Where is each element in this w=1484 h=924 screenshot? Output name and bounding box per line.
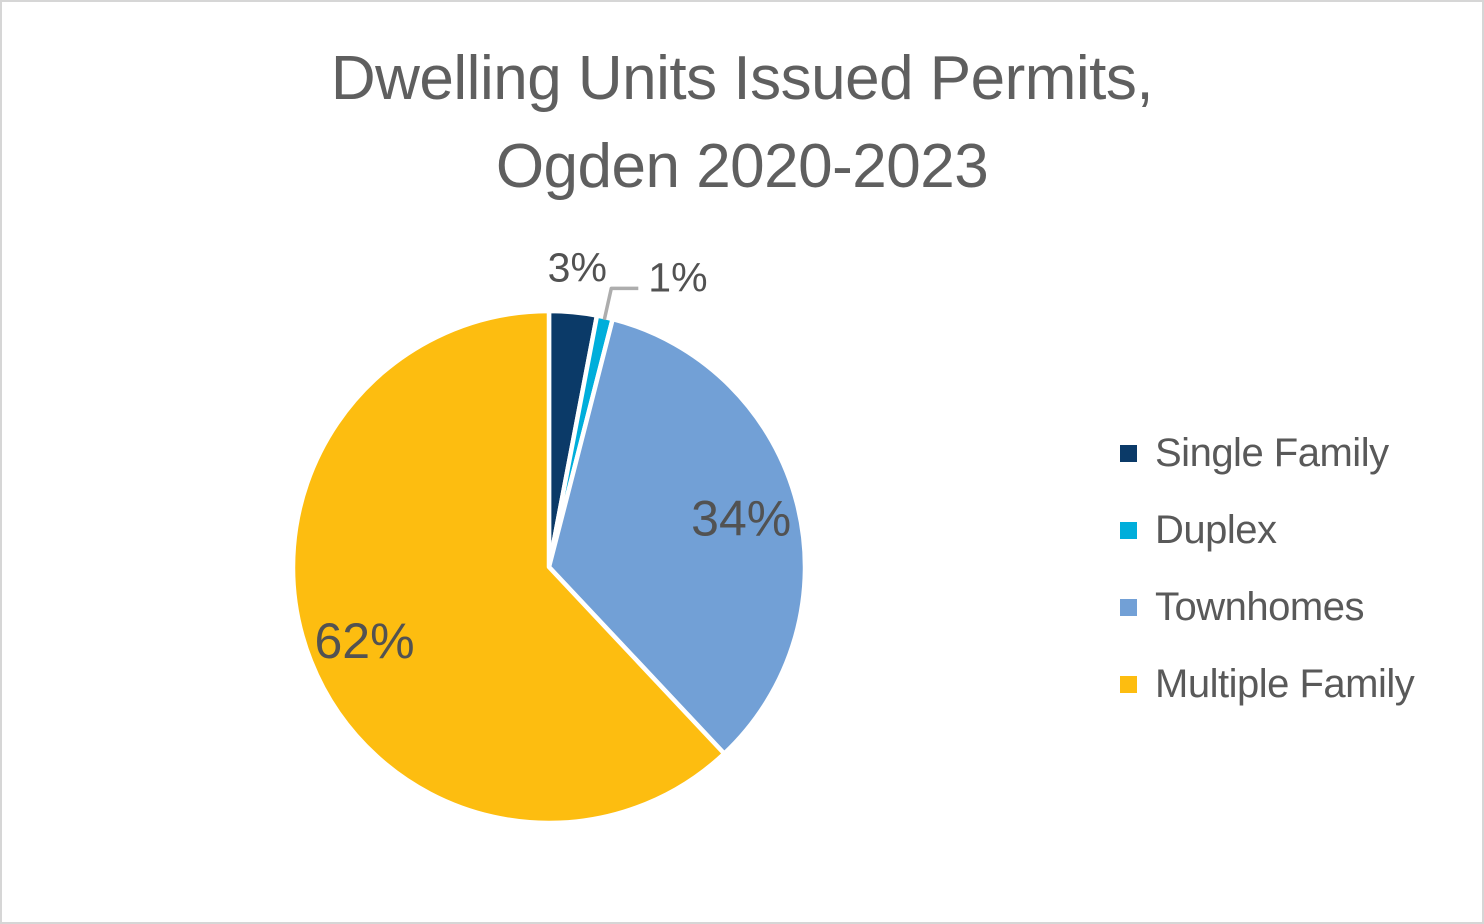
slice-label-multiple-family: 62% [314,613,414,669]
legend-swatch-single-family [1120,444,1137,462]
label-leader-line-duplex [602,286,639,321]
chart-title: Dwelling Units Issued Permits, Ogden 2020… [2,35,1482,211]
pie-slice-townhomes [546,316,808,756]
legend-item-single-family: Single Family [1120,433,1414,473]
legend-label-townhomes: Townhomes [1155,585,1364,629]
legend-swatch-multiple-family [1120,675,1137,693]
legend-item-multiple-family: Multiple Family [1120,662,1415,706]
legend-item-duplex: Duplex [1120,510,1414,550]
chart-title-line1: Dwelling Units Issued Permits, [330,44,1154,113]
legend-label-single-family: Single Family [1155,431,1389,475]
pie-slice-multiple-family [290,308,727,826]
legend: Single Family Duplex Townhomes Multiple … [1120,433,1415,706]
slice-label-townhomes: 34% [691,491,791,547]
legend-item-townhomes: Townhomes [1120,587,1414,627]
legend-swatch-townhomes [1120,598,1137,616]
chart-title-line2: Ogden 2020-2023 [495,132,989,201]
legend-swatch-duplex [1120,521,1137,539]
slice-label-duplex: 1% [648,254,707,300]
slice-label-single-family: 3% [548,244,607,290]
legend-label-duplex: Duplex [1155,508,1277,552]
legend-label-multiple-family: Multiple Family [1155,662,1415,706]
